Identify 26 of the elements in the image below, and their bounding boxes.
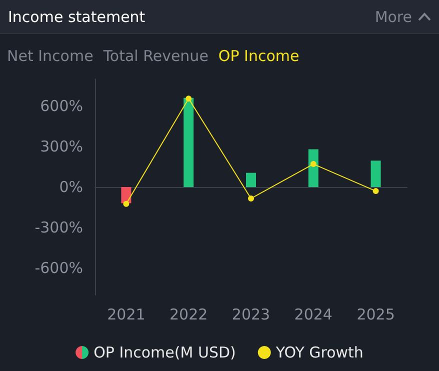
text: Net Income — [7, 47, 94, 65]
point — [123, 200, 130, 207]
x-tick-label: 2025 — [356, 306, 395, 324]
point — [310, 161, 316, 168]
x-tick-label: 2022 — [170, 306, 208, 324]
bar — [184, 98, 194, 187]
y-tick-label: 0% — [59, 178, 83, 196]
x-tick-label: 2021 — [107, 306, 146, 324]
bar — [308, 149, 318, 187]
y-tick-label: -300% — [34, 218, 83, 236]
point — [186, 96, 192, 102]
y-tick-label: -600% — [34, 259, 83, 277]
bar — [246, 172, 256, 187]
text: OP Income — [218, 47, 300, 65]
x-tick-label: 2023 — [232, 306, 270, 324]
y-tick-label: 600% — [40, 97, 83, 115]
x-tick-label: 2024 — [294, 306, 332, 324]
legend-label: OP Income(M USD) — [94, 344, 236, 362]
point — [248, 195, 254, 202]
chart-title: Income statement — [8, 8, 146, 26]
bar — [370, 160, 381, 187]
legend-label: YOY Growth — [274, 344, 364, 362]
point — [372, 188, 379, 194]
text: Total Revenue — [103, 47, 208, 65]
text: More — [374, 8, 412, 26]
y-tick-label: 300% — [40, 138, 83, 156]
